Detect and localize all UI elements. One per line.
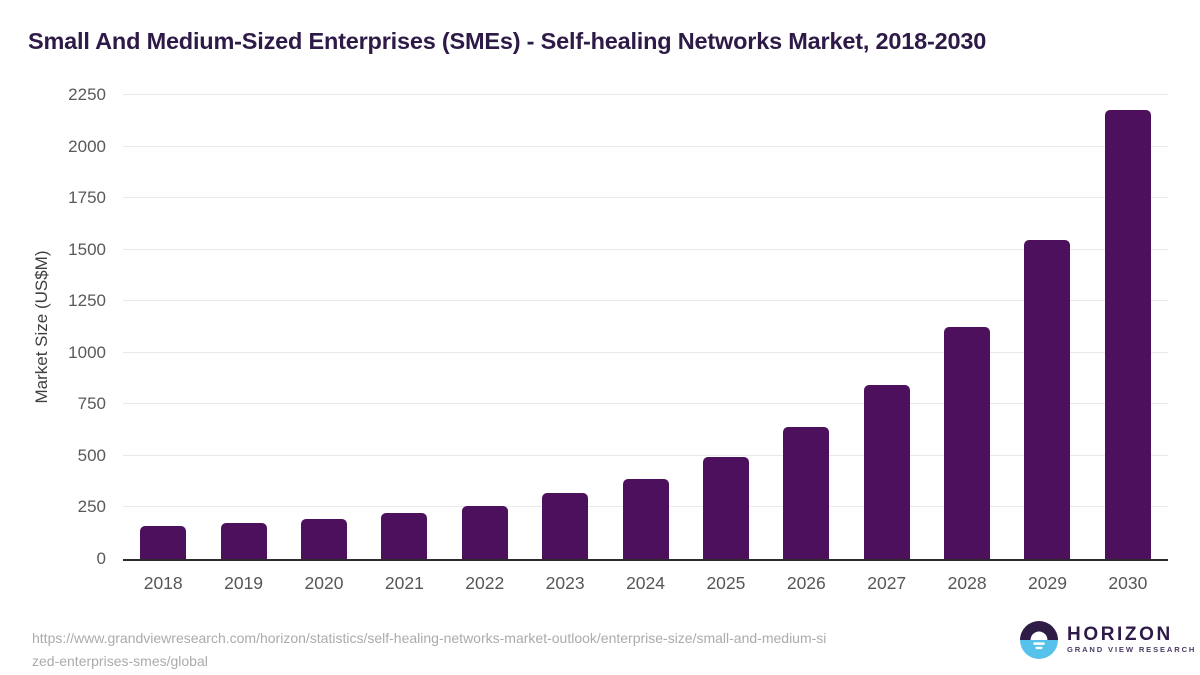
x-tick-label-2020: 2020 bbox=[304, 573, 344, 593]
bar-slot-2027: 2027 bbox=[847, 95, 927, 593]
bar-2018 bbox=[140, 526, 187, 559]
x-tick-label-2028: 2028 bbox=[947, 573, 987, 593]
bar-slot-2021: 2021 bbox=[364, 95, 444, 593]
x-tick-label-2024: 2024 bbox=[626, 573, 665, 593]
bar-2024 bbox=[622, 479, 669, 559]
x-tick-label-2023: 2023 bbox=[545, 573, 585, 593]
x-tick-label-2021: 2021 bbox=[384, 573, 424, 593]
bar-slot-2029: 2029 bbox=[1007, 95, 1087, 593]
bar-slot-2024: 2024 bbox=[605, 95, 685, 593]
horizon-sunset-icon bbox=[1020, 621, 1058, 659]
source-url: https://www.grandviewresearch.com/horizo… bbox=[32, 627, 962, 672]
gridline-1000 bbox=[123, 351, 1168, 353]
bar-slot-2020: 2020 bbox=[284, 95, 364, 593]
bar-slot-2025: 2025 bbox=[686, 95, 766, 593]
y-axis-title: Market Size (US$M) bbox=[32, 250, 51, 404]
gridline-2250 bbox=[123, 94, 1168, 95]
bar-slot-2018: 2018 bbox=[123, 95, 203, 593]
bars-container: 2018 2019 2020 2021 2022 2023 2024 2025 2026 2027… bbox=[123, 95, 1168, 593]
x-tick-label-2019: 2019 bbox=[224, 573, 264, 593]
chart-title: Small And Medium-Sized Enterprises (SMEs… bbox=[28, 28, 987, 54]
bar-slot-2023: 2023 bbox=[525, 95, 605, 593]
bar-slot-2019: 2019 bbox=[203, 95, 283, 593]
x-tick-label-2026: 2026 bbox=[786, 573, 826, 593]
bar-2019 bbox=[220, 523, 267, 559]
bar-2030 bbox=[1104, 110, 1151, 559]
gridline-1500 bbox=[123, 248, 1168, 250]
bar-2028 bbox=[944, 326, 991, 559]
gridline-500 bbox=[123, 454, 1168, 456]
source-url-line2: zed-enterprises-smes/global bbox=[32, 652, 208, 669]
y-tick-label-250: 250 bbox=[77, 497, 106, 517]
bar-2021 bbox=[381, 513, 428, 559]
y-tick-label-2250: 2250 bbox=[68, 85, 106, 104]
logo-subbrand: GRAND VIEW RESEARCH bbox=[1067, 645, 1197, 654]
y-tick-label-2000: 2000 bbox=[68, 136, 106, 156]
x-tick-label-2027: 2027 bbox=[867, 573, 907, 593]
x-tick-label-2029: 2029 bbox=[1028, 573, 1067, 593]
source-url-line1: https://www.grandviewresearch.com/horizo… bbox=[32, 630, 827, 646]
logo-brand: HORIZON bbox=[1067, 624, 1173, 645]
y-tick-label-1000: 1000 bbox=[68, 342, 106, 362]
bar-2022 bbox=[461, 506, 508, 559]
bar-2025 bbox=[702, 457, 749, 559]
gridline-2000 bbox=[123, 145, 1168, 147]
y-tick-label-1250: 1250 bbox=[68, 291, 106, 311]
bar-2026 bbox=[783, 426, 830, 559]
bar-2020 bbox=[300, 519, 347, 559]
plot-area: 0 250 500 750 1000 1250 1500 1750 2000 2250 2018 20… bbox=[68, 85, 1168, 593]
y-tick-label-1750: 1750 bbox=[68, 188, 106, 208]
y-tick-label-500: 500 bbox=[77, 445, 106, 465]
gridline-750 bbox=[123, 403, 1168, 405]
x-tick-label-2018: 2018 bbox=[143, 573, 183, 593]
x-tick-label-2022: 2022 bbox=[465, 573, 505, 593]
logo-text: HORIZON GRAND VIEW RESEARCH bbox=[1067, 625, 1196, 655]
bar-slot-2022: 2022 bbox=[445, 95, 525, 593]
gridline-1750 bbox=[123, 197, 1168, 199]
y-tick-label-0: 0 bbox=[96, 549, 106, 568]
bar-slot-2030: 2030 bbox=[1088, 95, 1168, 593]
y-tick-label-1500: 1500 bbox=[68, 239, 106, 259]
horizon-logo: HORIZON GRAND VIEW RESEARCH bbox=[1020, 621, 1196, 659]
bar-2029 bbox=[1024, 240, 1071, 559]
x-tick-label-2025: 2025 bbox=[706, 573, 746, 593]
bar-slot-2026: 2026 bbox=[766, 95, 846, 593]
bar-slot-2028: 2028 bbox=[927, 95, 1007, 593]
gridline-1250 bbox=[123, 300, 1168, 302]
y-tick-label-750: 750 bbox=[77, 394, 106, 414]
bar-2023 bbox=[542, 493, 589, 559]
bar-2027 bbox=[863, 385, 910, 559]
x-tick-label-2030: 2030 bbox=[1108, 573, 1148, 593]
